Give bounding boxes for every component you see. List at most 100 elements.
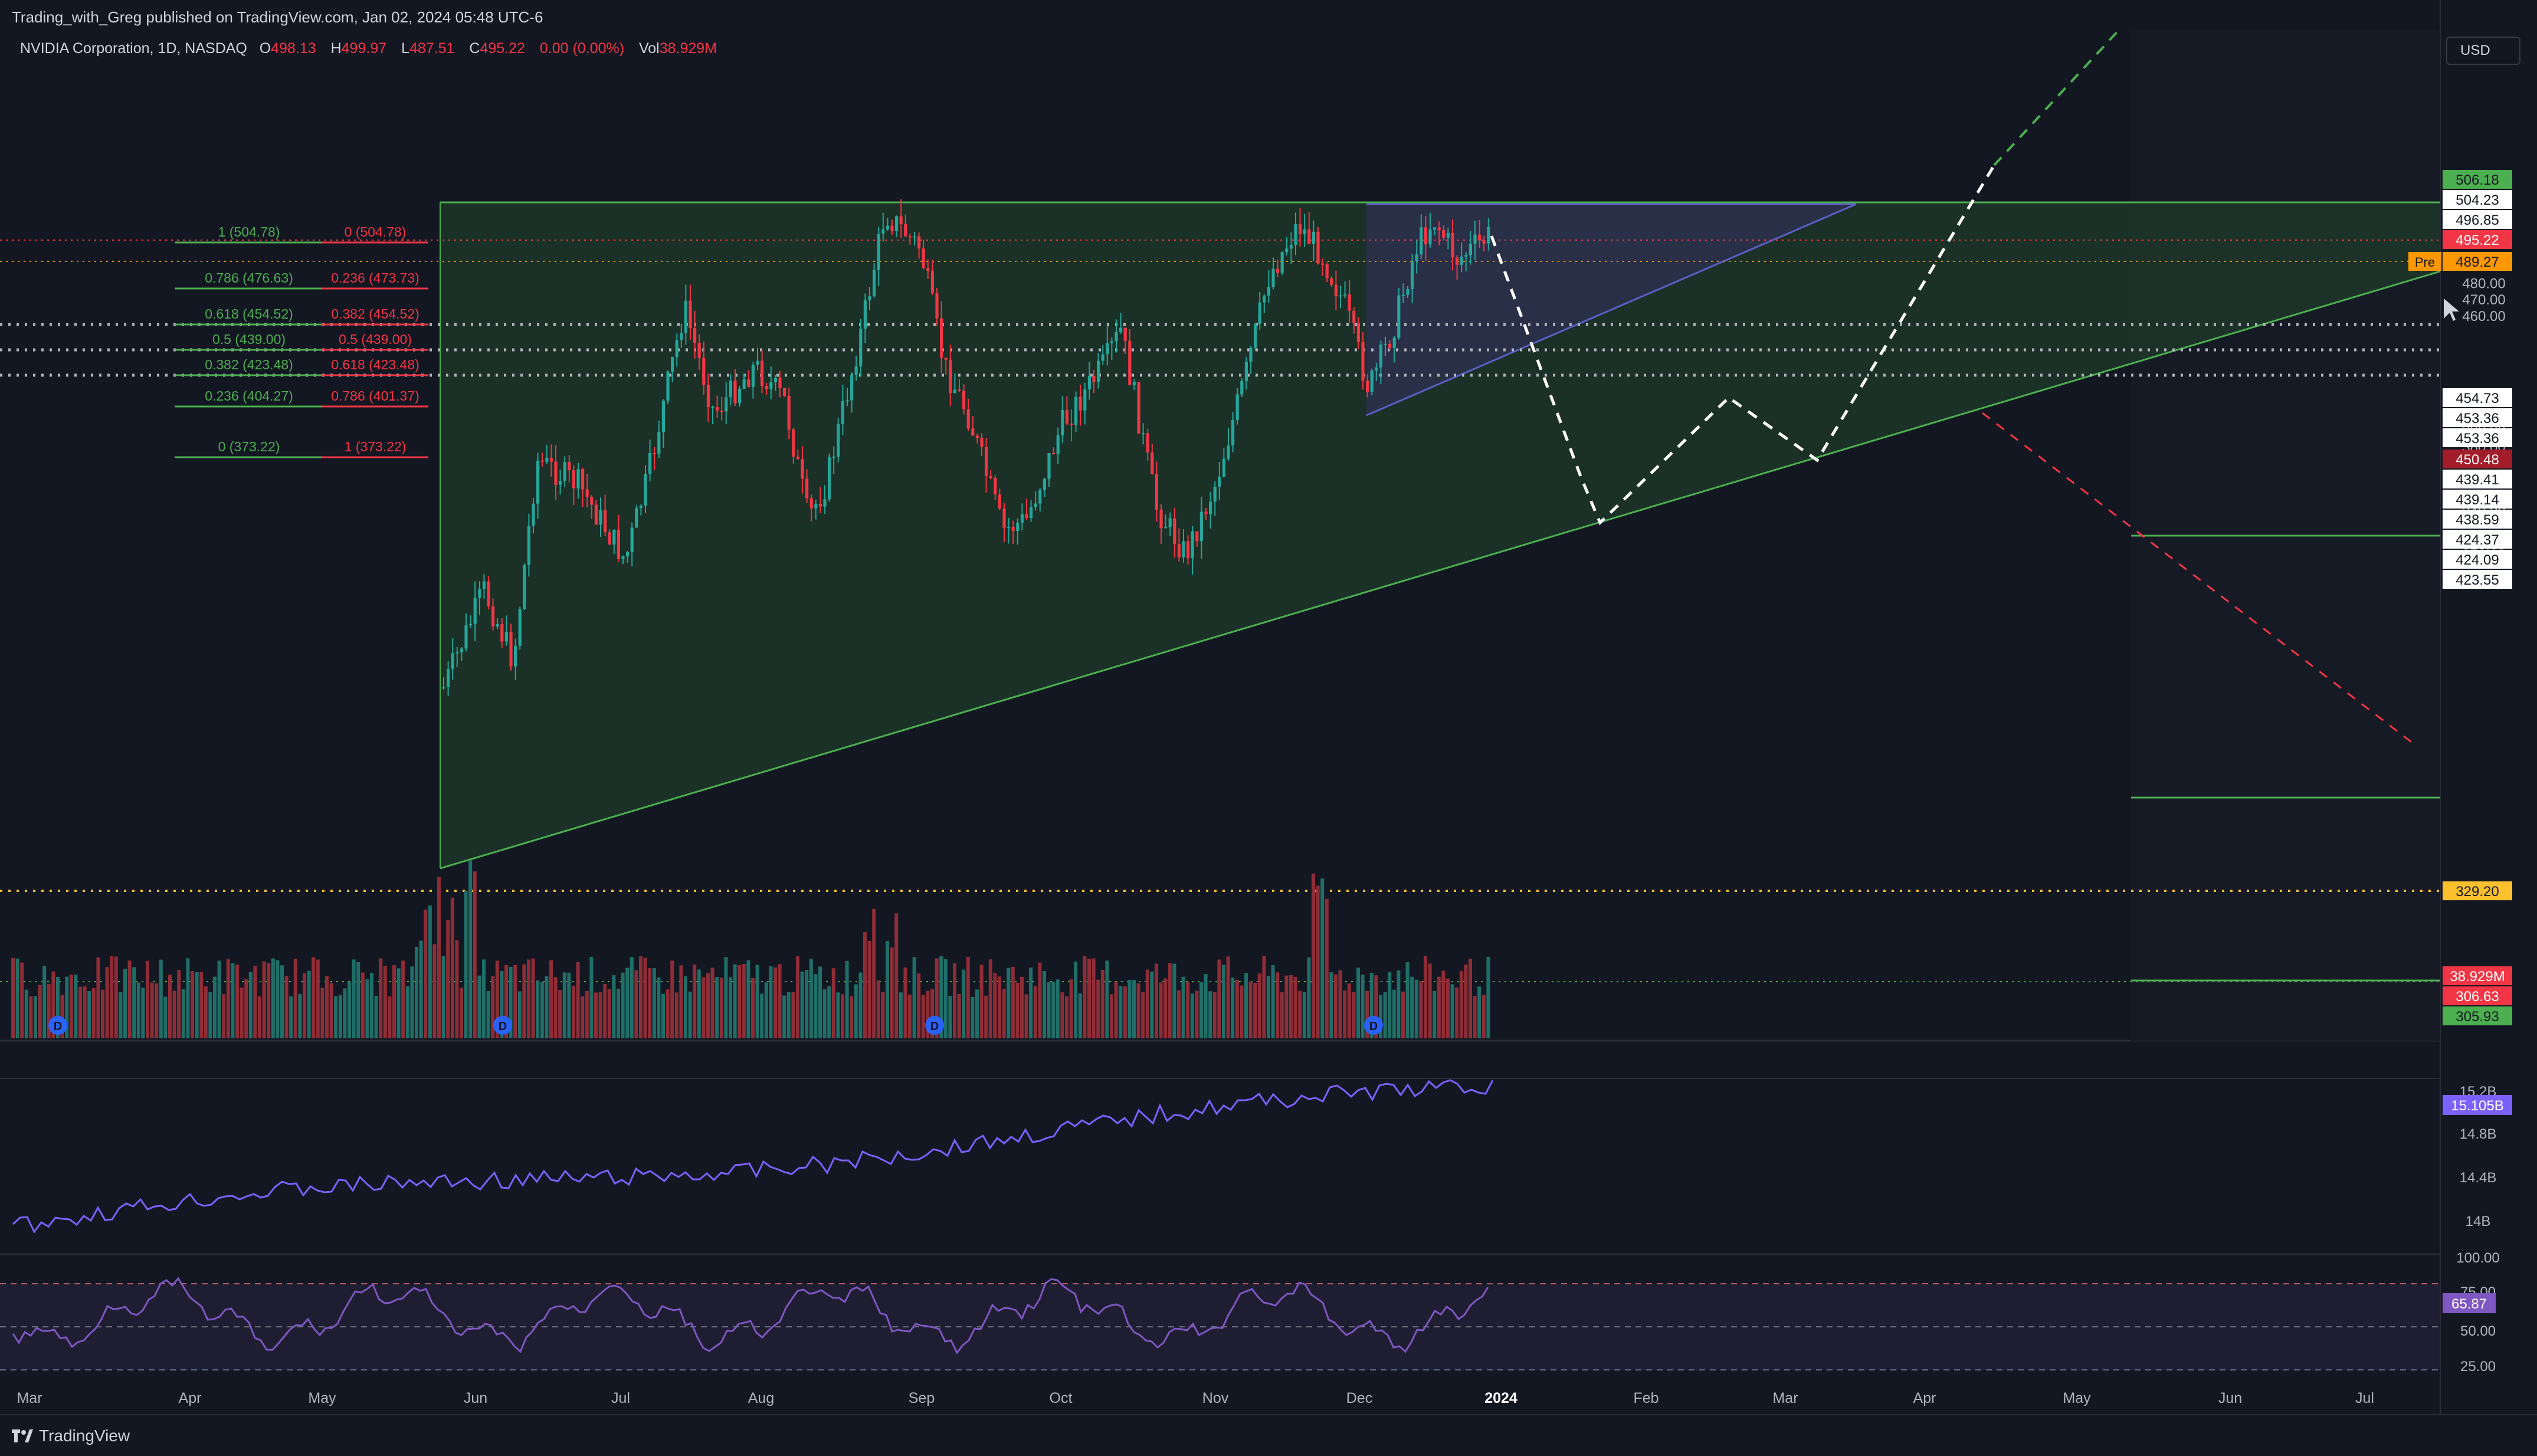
candle-body	[617, 529, 620, 559]
candle-body	[1460, 256, 1463, 265]
fib-left-label-6: 0 (373.22)	[218, 439, 280, 454]
volume-bar	[334, 996, 338, 1038]
candle-body	[540, 460, 544, 462]
volume-bar	[962, 969, 966, 1038]
candle-body	[1061, 409, 1064, 435]
candle-body	[1038, 490, 1042, 504]
fib-right-label-4: 0.618 (423.48)	[331, 357, 419, 372]
candle-body	[518, 609, 522, 646]
candle-body	[451, 653, 454, 670]
volume-bar	[74, 974, 78, 1038]
volume-bar	[679, 965, 683, 1038]
volume-bar	[850, 996, 854, 1038]
candle-body	[733, 381, 737, 404]
candle-body	[702, 358, 706, 385]
candle-body	[881, 229, 885, 234]
candle-body	[1204, 511, 1208, 514]
volume-bar	[657, 977, 661, 1038]
candle-body	[1406, 289, 1410, 295]
candle-body	[1464, 255, 1468, 257]
candle-body	[473, 598, 477, 624]
candle-body	[877, 234, 880, 270]
volume-bar	[119, 992, 123, 1038]
volume-bar	[984, 995, 988, 1038]
volume-bar	[1033, 986, 1037, 1038]
volume-bar	[894, 913, 899, 1038]
volume-bar	[1244, 973, 1248, 1038]
volume-value: 38.929M	[659, 40, 717, 57]
volume-bar	[1312, 873, 1315, 1038]
candle-body	[805, 478, 809, 499]
candle-body	[913, 236, 916, 238]
candle-body	[989, 476, 992, 478]
symbol-title[interactable]: NVIDIA Corporation, 1D, NASDAQ	[20, 40, 247, 57]
volume-bar	[693, 964, 697, 1038]
volume-bar	[392, 965, 396, 1038]
volume-bar	[271, 958, 275, 1038]
dividend-marker-4[interactable]	[1364, 1016, 1383, 1035]
dividend-marker-1[interactable]	[48, 1016, 67, 1035]
candle-body	[765, 386, 768, 389]
candle-body	[1070, 424, 1073, 425]
volume-bar	[163, 996, 168, 1038]
candle-body	[1177, 544, 1181, 558]
candle-body	[1307, 229, 1311, 244]
volume-bar	[168, 975, 172, 1038]
volume-bar	[867, 940, 871, 1038]
candle-body	[720, 411, 723, 412]
volume-bar	[91, 988, 96, 1038]
tradingview-brand[interactable]: TradingView	[12, 1427, 130, 1445]
volume-bar	[51, 971, 55, 1038]
volume-bar	[1141, 992, 1145, 1038]
volume-bar	[1240, 985, 1244, 1038]
volume-bar	[65, 976, 69, 1038]
candle-body	[1025, 514, 1028, 519]
candle-body	[985, 447, 988, 476]
volume-bar	[504, 965, 508, 1038]
candle-body	[653, 452, 656, 454]
candle-body	[868, 296, 871, 301]
volume-bar	[1208, 991, 1212, 1038]
fib-left-labels: 1 (504.78) 0 (504.78) 0.786 (476.63) 0.236 …	[175, 224, 428, 458]
volume-bar	[545, 976, 549, 1038]
time-label-15: Jun	[2218, 1390, 2242, 1406]
fib-left-label-4: 0.382 (423.48)	[205, 357, 293, 372]
dividend-marker-3[interactable]	[925, 1016, 944, 1035]
volume-bar	[625, 968, 630, 1038]
volume-bar	[441, 956, 445, 1038]
volume-bar	[186, 958, 190, 1038]
volume-bar	[312, 957, 316, 1038]
volume-bar	[356, 962, 360, 1038]
volume-bar	[437, 877, 441, 1038]
volume-bar	[401, 960, 405, 1038]
candle-body	[1267, 287, 1270, 296]
candle-body	[626, 552, 630, 557]
time-axis: Mar Apr May Jun Jul Aug Sep Oct Nov Dec 2024 Feb Mar…	[17, 1390, 2374, 1406]
tradingview-logo-icon	[12, 1429, 33, 1442]
candle-body	[604, 510, 607, 533]
change-value: 0.00 (0.00%)	[539, 40, 625, 57]
open-label: O	[259, 40, 271, 57]
dividend-marker-2[interactable]	[493, 1016, 512, 1035]
volume-bar	[639, 956, 643, 1038]
candle-body	[1285, 248, 1289, 252]
volume-bar	[1374, 975, 1378, 1038]
volume-bar	[1195, 991, 1199, 1038]
candle-body	[1087, 376, 1091, 390]
volume-bar	[872, 909, 876, 1038]
fib-left-label-2: 0.618 (454.52)	[205, 306, 293, 322]
currency-selector[interactable]: USD	[2446, 37, 2520, 65]
volume-bar	[1397, 970, 1401, 1038]
price-label-17: 306.63	[2456, 989, 2499, 1005]
volume-bar	[1114, 981, 1118, 1038]
volume-bar	[899, 992, 903, 1038]
fib-right-label-5: 0.786 (401.37)	[331, 388, 419, 404]
price-label-12: 424.37	[2456, 532, 2499, 548]
volume-bar	[760, 993, 764, 1038]
candle-body	[792, 429, 795, 457]
volume-bar	[47, 983, 51, 1038]
candle-body	[1478, 234, 1481, 241]
volume-bar	[831, 968, 835, 1038]
price-label-4: 489.27	[2456, 254, 2499, 270]
